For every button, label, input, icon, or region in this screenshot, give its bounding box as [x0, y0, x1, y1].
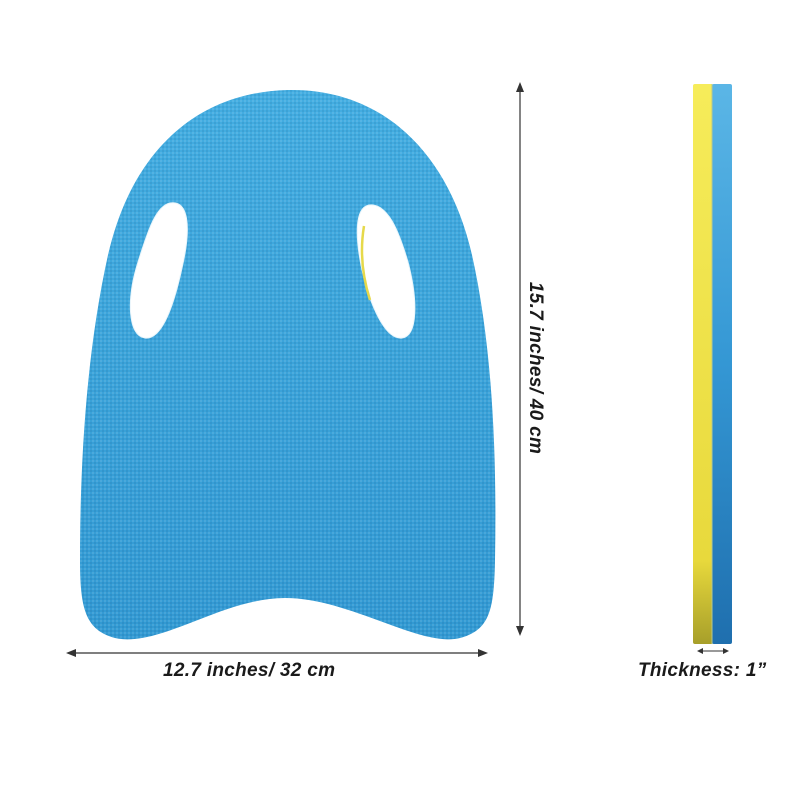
width-label: 12.7 inches/ 32 cm — [163, 660, 336, 681]
thickness-dimension-arrow — [697, 648, 729, 654]
height-dimension-arrow — [516, 82, 524, 636]
thickness-label: Thickness: 1” — [638, 660, 767, 681]
left-handle-hole — [129, 202, 188, 339]
width-dimension-arrow — [66, 649, 488, 657]
kickboard-body — [60, 70, 520, 670]
right-handle-hole — [356, 204, 416, 339]
thickness-profile — [693, 84, 732, 644]
height-label: 15.7 inches/ 40 cm — [525, 281, 546, 455]
right-handle-yellow-edge — [360, 225, 372, 301]
